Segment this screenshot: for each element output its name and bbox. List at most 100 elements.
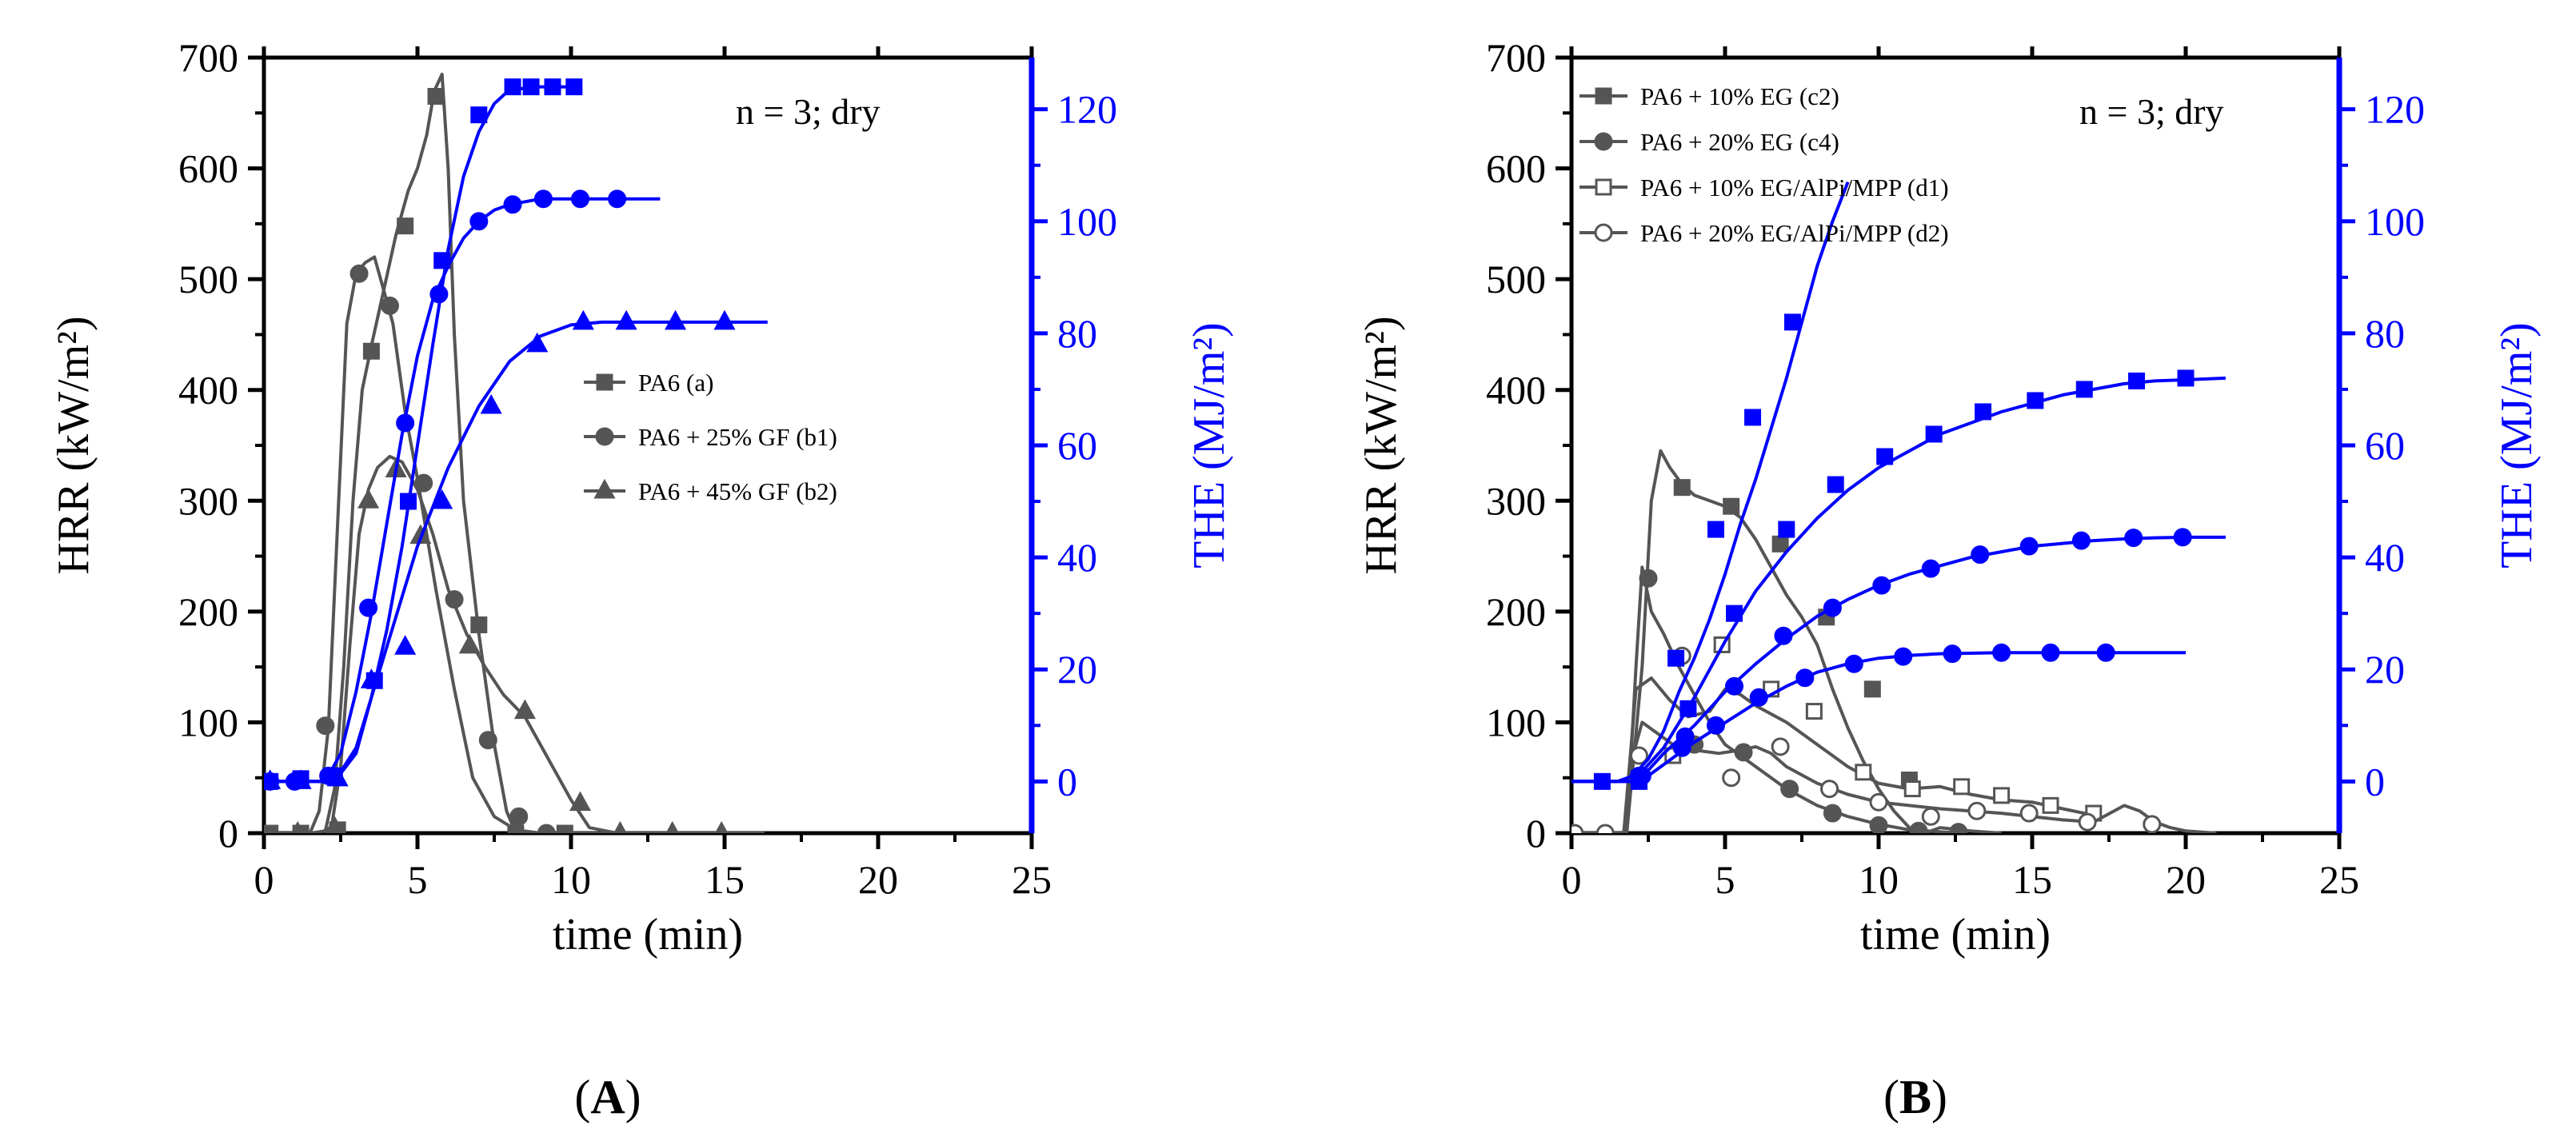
hrr-point (2143, 815, 2162, 833)
legend-label: PA6 + 10% EG/AlPi/MPP (d1) (1640, 174, 1949, 201)
hrr-point (1823, 804, 1842, 823)
hrr-line-3 (1572, 676, 2100, 833)
panel-label-letter: B (1899, 1071, 1931, 1123)
hrr-line-2 (1572, 565, 1962, 833)
x-tick-label: 0 (1562, 857, 1582, 902)
legend-marker (596, 373, 613, 391)
the-point (565, 78, 583, 96)
the-point (1844, 654, 1863, 673)
the-point (1679, 700, 1697, 717)
the-point (1783, 313, 1801, 331)
hrr-point (1869, 816, 1888, 833)
the-point (572, 309, 594, 330)
the-point (264, 769, 282, 789)
hrr-point (2042, 796, 2059, 814)
hrr-point (427, 88, 445, 105)
the-point (359, 598, 378, 617)
the-point (429, 285, 449, 304)
hrr-point (665, 820, 680, 833)
plot-area (264, 72, 768, 833)
panel-label-close: ) (625, 1071, 641, 1123)
y-right-tick-label: 60 (2365, 423, 2405, 468)
plot-area (1572, 181, 2226, 833)
the-point (526, 332, 549, 353)
hrr-point (349, 264, 369, 283)
y-left-tick-label: 500 (178, 257, 238, 301)
the-line-1 (264, 85, 581, 784)
hrr-point (362, 342, 380, 360)
the-point (503, 195, 522, 214)
chart-panel-b: 0 5 10 15 20 25 0 100 200 300 400 500 600 700 0 20 40 60 8… (1356, 35, 2542, 1123)
hrr-point (397, 217, 414, 235)
y-right-tick-label: 120 (2365, 87, 2425, 132)
legend-marker (1594, 132, 1613, 151)
hrr-line-1 (264, 72, 765, 833)
x-tick-label: 20 (858, 857, 898, 902)
hrr-point (357, 489, 380, 509)
legend-label: PA6 + 10% EG (c2) (1640, 82, 1839, 110)
hrr-point (714, 820, 729, 833)
the-point (1706, 716, 1725, 735)
hrr-point (1722, 768, 1741, 788)
the-point (1632, 766, 1651, 785)
the-point (399, 493, 417, 510)
hrr-point (1953, 778, 1971, 796)
the-point (2027, 392, 2044, 409)
the-point (2075, 381, 2093, 398)
the-point (615, 309, 637, 330)
the-line-1 (1572, 181, 1850, 784)
legend-label: PA6 + 25% GF (b1) (638, 423, 837, 451)
the-point (1744, 409, 1762, 426)
hrr-point (1805, 703, 1823, 720)
legend-marker (593, 478, 616, 499)
hrr-point (380, 296, 399, 315)
legend-marker (595, 427, 614, 446)
the-point (1943, 644, 1962, 664)
hrr-point (290, 820, 305, 833)
legend-marker (1595, 87, 1612, 105)
x-tick-label: 25 (1012, 857, 1052, 902)
y-right-tick-label: 100 (1057, 199, 1117, 244)
y-right-tick-label: 80 (2365, 311, 2405, 356)
hrr-point (1572, 824, 1584, 833)
the-point (433, 252, 451, 269)
the-point (504, 78, 521, 96)
y-left-tick-label: 0 (218, 811, 238, 856)
hrr-point (1820, 780, 1839, 799)
the-line-3 (264, 320, 768, 784)
the-point (2128, 372, 2146, 389)
hrr-point (1780, 780, 1799, 799)
y-left-tick-label: 100 (178, 700, 238, 744)
x-tick-label: 25 (2319, 857, 2359, 902)
panel-label: (A) (574, 1071, 641, 1123)
hrr-line-1 (1572, 449, 2002, 833)
x-axis-label: time (min) (553, 910, 743, 959)
hrr-point (1855, 764, 1872, 781)
the-point (713, 309, 736, 330)
panel-label-open: ( (574, 1071, 590, 1123)
the-point (1827, 476, 1844, 493)
y-left-axis-label: HRR (kW/m²) (49, 316, 98, 574)
the-point (522, 78, 540, 96)
the-point (326, 766, 349, 787)
the-point (2096, 643, 2115, 662)
legend-label: PA6 + 45% GF (b2) (638, 477, 837, 505)
panel-label-close: ) (1931, 1071, 1947, 1123)
hrr-point (1909, 821, 1928, 833)
hrr-point (509, 807, 529, 826)
y-left-tick-label: 0 (1526, 811, 1546, 856)
x-axis-label: time (min) (1860, 910, 2051, 959)
x-tick-label: 10 (1859, 857, 1899, 902)
x-tick-label: 20 (2166, 857, 2206, 902)
hrr-point (2078, 812, 2097, 832)
y-right-tick-label: 0 (1057, 759, 1077, 804)
y-right-axis-label: THE (MJ/m²) (2492, 322, 2542, 569)
hrr-point (1903, 780, 1921, 798)
hrr-point (1629, 746, 1648, 765)
x-tick-label: 15 (705, 857, 745, 902)
the-point (431, 489, 453, 509)
hrr-point (1771, 535, 1789, 553)
the-point (1667, 649, 1685, 667)
hrr-point (1771, 737, 1790, 756)
y-right-axis-label: THE (MJ/m²) (1184, 322, 1234, 569)
